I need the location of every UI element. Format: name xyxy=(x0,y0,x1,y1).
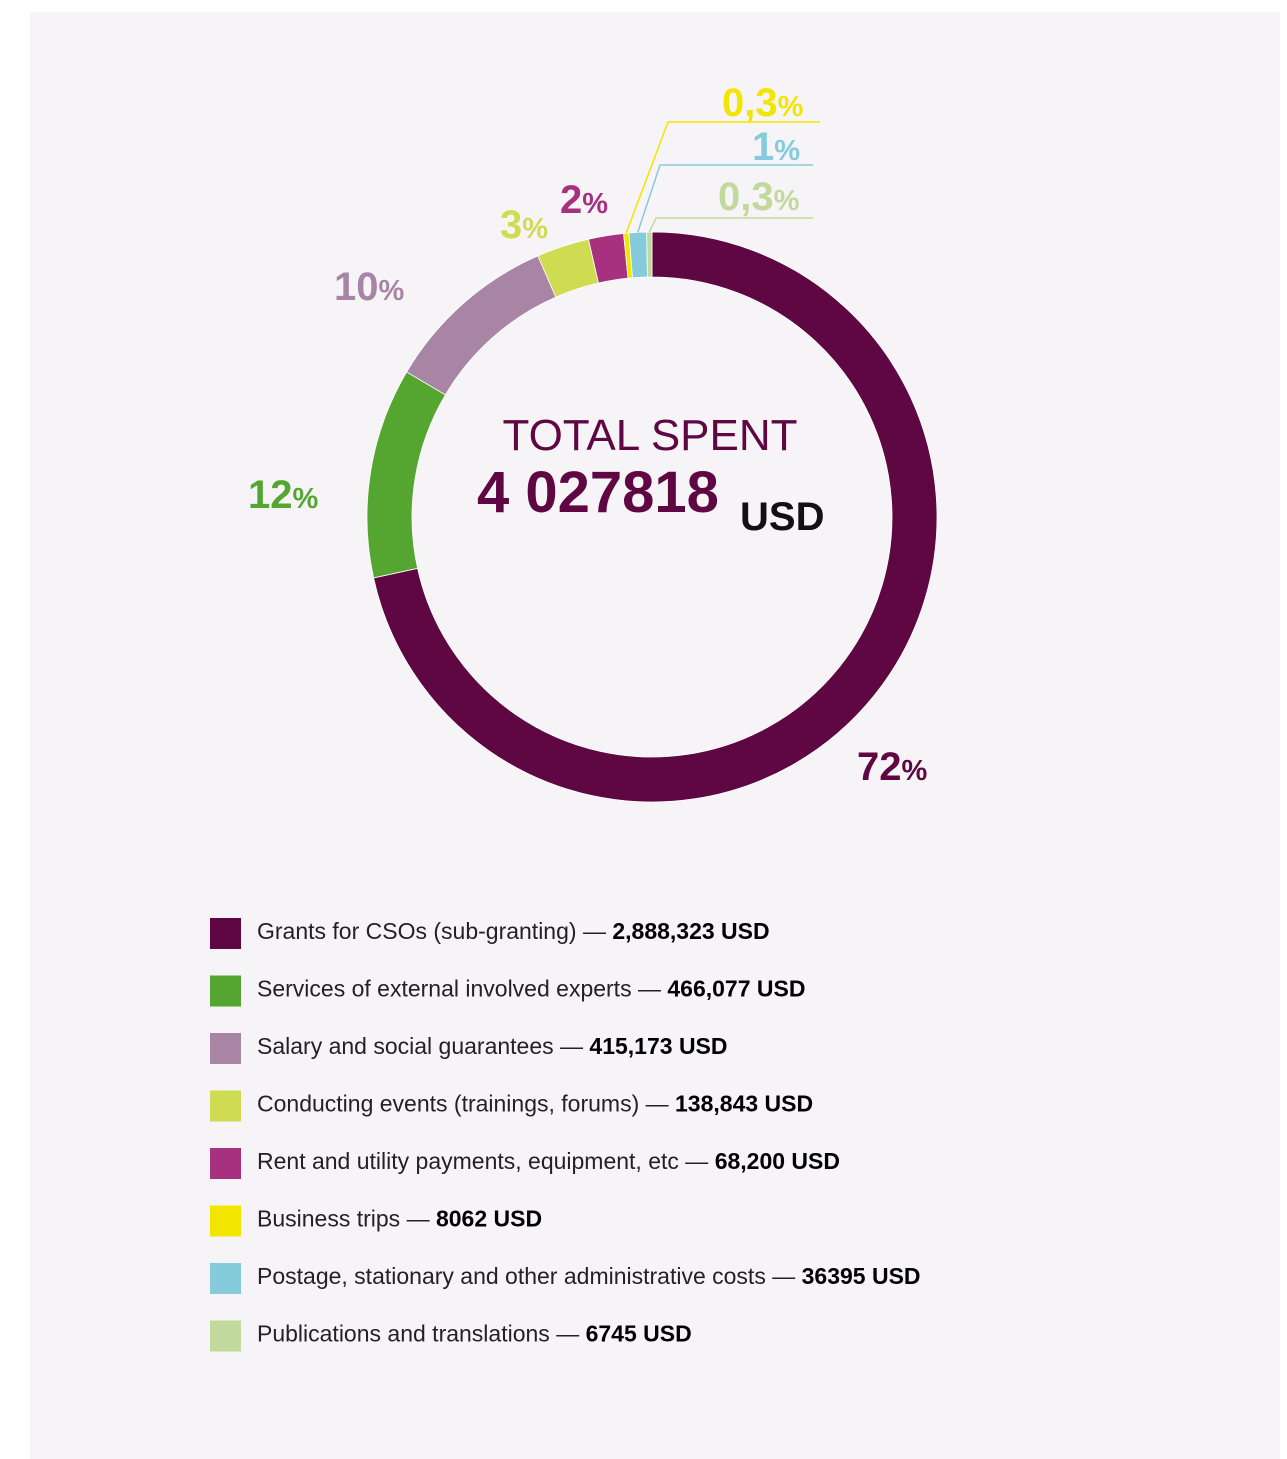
legend-swatch xyxy=(210,1148,241,1179)
legend-separator: — xyxy=(646,1091,669,1117)
legend-text: Conducting events (trainings, forums) — … xyxy=(257,1091,813,1117)
slice-label: 72% xyxy=(857,745,928,789)
slice-label: 0,3% xyxy=(718,175,800,219)
legend-label: Rent and utility payments, equipment, et… xyxy=(257,1148,679,1174)
legend-label: Conducting events (trainings, forums) xyxy=(257,1091,639,1117)
legend-swatch xyxy=(210,1205,241,1237)
legend-label: Business trips xyxy=(257,1206,400,1232)
legend-amount: 138,843 USD xyxy=(675,1091,813,1117)
leader-line xyxy=(625,121,820,234)
slice xyxy=(628,231,648,279)
center-total: 4 027818 xyxy=(477,460,719,525)
slice xyxy=(646,231,653,278)
legend-amount: 68,200 USD xyxy=(715,1148,840,1174)
legend-label: Publications and translations xyxy=(257,1321,550,1347)
center-title: TOTAL SPENT xyxy=(502,411,797,460)
legend-amount: 6745 USD xyxy=(586,1321,692,1347)
legend-separator: — xyxy=(638,976,661,1002)
legend-separator: — xyxy=(772,1263,795,1289)
legend-amount: 415,173 USD xyxy=(589,1033,727,1059)
legend-swatch xyxy=(210,975,241,1007)
center-unit: USD xyxy=(740,495,824,539)
legend-separator: — xyxy=(560,1033,583,1059)
legend-text: Publications and translations — 6745 USD xyxy=(257,1321,692,1347)
slice-label: 1% xyxy=(752,125,800,169)
legend-label: Grants for CSOs (sub-granting) xyxy=(257,918,577,944)
legend-separator: — xyxy=(407,1206,430,1232)
legend-amount: 2,888,323 USD xyxy=(612,918,769,944)
legend-label: Salary and social guarantees xyxy=(257,1033,554,1059)
slice-label: 0,3% xyxy=(722,81,804,125)
legend-text: Salary and social guarantees — 415,173 U… xyxy=(257,1033,728,1059)
panel xyxy=(30,12,1280,1459)
legend-amount: 466,077 USD xyxy=(667,976,805,1002)
legend-separator: — xyxy=(583,918,606,944)
legend-swatch xyxy=(210,1320,241,1352)
legend-swatch xyxy=(210,918,241,949)
legend-swatch xyxy=(210,1090,241,1122)
legend-label: Services of external involved experts xyxy=(257,976,632,1002)
legend-amount: 36395 USD xyxy=(802,1263,921,1289)
slice-label: 3% xyxy=(500,203,548,247)
legend-separator: — xyxy=(556,1321,579,1347)
legend-text: Rent and utility payments, equipment, et… xyxy=(257,1148,840,1174)
legend-swatch xyxy=(210,1263,241,1294)
legend-text: Services of external involved experts — … xyxy=(257,976,805,1002)
slice xyxy=(373,231,938,803)
slice-label: 12% xyxy=(248,473,319,517)
leader-line xyxy=(637,164,813,233)
legend-text: Grants for CSOs (sub-granting) — 2,888,3… xyxy=(257,918,770,944)
leader-line xyxy=(648,217,813,233)
legend-text: Business trips — 8062 USD xyxy=(257,1206,542,1232)
legend-label: Postage, stationary and other administra… xyxy=(257,1263,766,1289)
legend-amount: 8062 USD xyxy=(436,1206,542,1232)
slice-label: 2% xyxy=(560,178,608,222)
legend-text: Postage, stationary and other administra… xyxy=(257,1263,921,1289)
legend-swatch xyxy=(210,1033,241,1064)
legend-separator: — xyxy=(685,1148,708,1174)
slice-label: 10% xyxy=(334,265,405,309)
